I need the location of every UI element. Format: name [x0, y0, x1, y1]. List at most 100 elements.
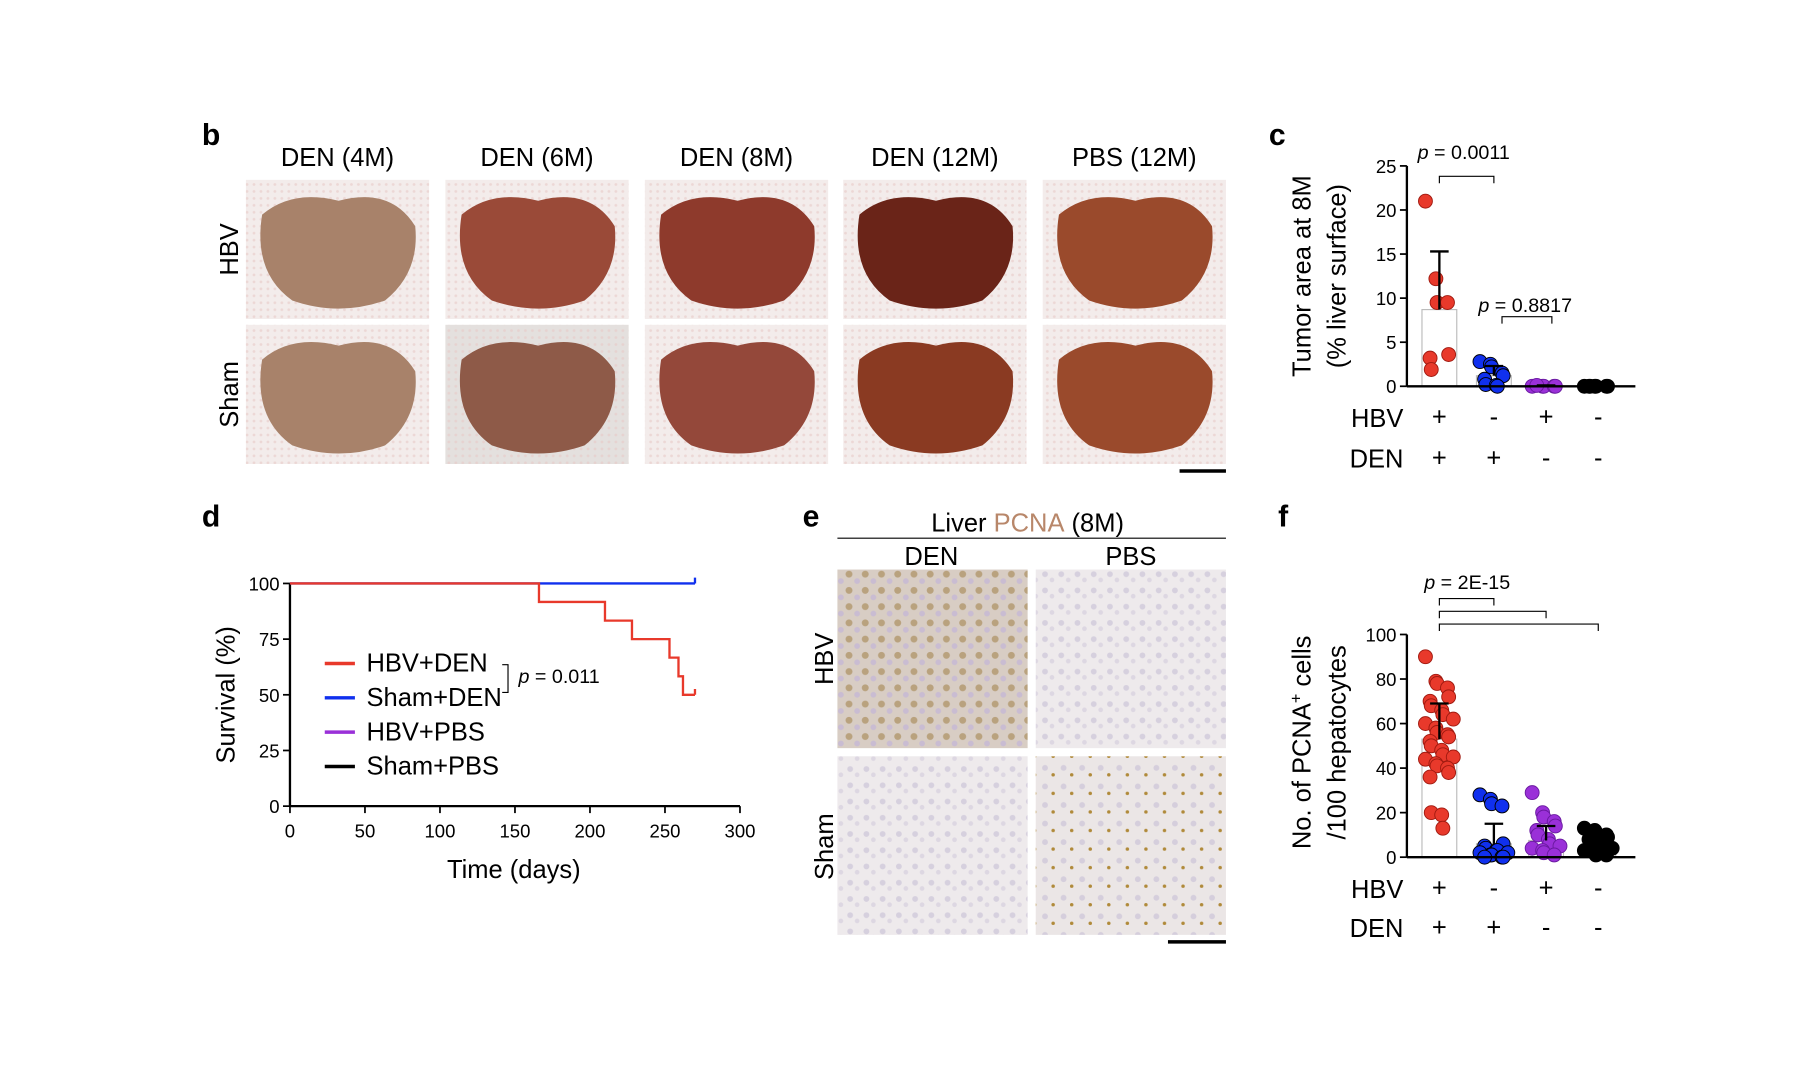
row-label: HBV: [216, 223, 244, 275]
y-tick-label: 100: [1366, 624, 1397, 645]
liver-photo: [1057, 197, 1213, 309]
ihc-image: [837, 756, 1028, 935]
p-text: = 0.0011: [1429, 142, 1510, 164]
y-tick-label: 0: [1386, 847, 1396, 868]
row-label: Sham: [811, 813, 839, 880]
label-part: No. of PCNA: [1289, 703, 1317, 849]
y-tick-label: 60: [1376, 714, 1397, 735]
column-header: DEN: [904, 543, 958, 571]
y-tick-label: 0: [269, 796, 279, 817]
data-point-HBV+DEN: [1441, 765, 1457, 780]
category-sign-DEN: -: [1542, 444, 1551, 472]
column-header: DEN (6M): [480, 144, 593, 172]
data-point-HBV+DEN: [1422, 769, 1438, 785]
column-header: DEN (8M): [680, 144, 793, 172]
x-tick-label: 250: [650, 820, 681, 841]
significance-bracket: [1438, 610, 1547, 619]
category-sign-HBV: -: [1594, 875, 1603, 903]
x-tick-label: 50: [355, 820, 376, 841]
data-point-HBV+PBS: [1524, 785, 1540, 801]
x-tick-label: 100: [424, 820, 455, 841]
data-point-Sham+DEN: [1494, 798, 1510, 814]
category-sign-DEN: +: [1432, 914, 1447, 942]
x-tick-label: 150: [499, 820, 530, 841]
y-tick-label: 80: [1376, 669, 1397, 690]
significance-bracket: [1438, 623, 1599, 632]
category-sign-HBV: +: [1432, 404, 1447, 432]
p-value: p = 0.8817: [1477, 295, 1572, 317]
survival-curve-HBV+DEN: [289, 582, 697, 696]
y-tick-label: 5: [1386, 332, 1396, 353]
chart-f-pcna-cells: 0 20 40 60 80 100 + + - + + - - - HBV DEN p = 2E-15 No. o…: [1287, 572, 1636, 943]
x-tick-label: 200: [574, 820, 605, 841]
liver-photo: [659, 342, 815, 454]
row-label-DEN: DEN: [1350, 915, 1404, 943]
category-sign-DEN: -: [1594, 444, 1603, 472]
column-header: PBS: [1105, 543, 1156, 571]
p-text: = 0.8817: [1489, 295, 1572, 317]
liver-photo: [260, 342, 416, 454]
p-text: = 2E-15: [1435, 572, 1510, 594]
liver-photo: [659, 197, 815, 309]
y-axis-label: Survival (%): [212, 626, 240, 763]
p-label: p: [1477, 295, 1489, 317]
p-text: = 0.011: [529, 666, 599, 688]
significance-bracket: [1501, 316, 1553, 324]
x-axis-label: Time (days): [447, 856, 581, 884]
row-label: Sham: [216, 361, 244, 428]
y-tick-label: 50: [259, 685, 280, 706]
column-header: PBS (12M): [1072, 144, 1197, 172]
legend-label: Sham+PBS: [367, 753, 500, 781]
data-point-HBV+DEN: [1441, 347, 1457, 362]
y-tick-label: 25: [1376, 156, 1397, 177]
data-point-HBV+DEN: [1418, 649, 1433, 665]
data-point-HBV+DEN: [1441, 689, 1457, 705]
legend-label: Sham+DEN: [367, 684, 502, 712]
row-label-DEN: DEN: [1350, 445, 1404, 473]
y-tick-label: 20: [1376, 200, 1397, 221]
category-sign-DEN: +: [1486, 914, 1501, 942]
y-tick-label: 15: [1376, 244, 1397, 265]
category-sign-DEN: +: [1432, 444, 1447, 472]
chart-d-survival: 0 25 50 75 100 0 50 100 150 200 250 300 Time (days) S…: [212, 573, 755, 884]
data-point-HBV+DEN: [1434, 807, 1450, 823]
category-sign-DEN: -: [1542, 914, 1551, 942]
panel-label-f: f: [1278, 501, 1289, 534]
category-sign-DEN: +: [1486, 444, 1501, 472]
title-text: Liver: [931, 509, 993, 537]
y-tick-label: 0: [1386, 376, 1396, 397]
data-point-HBV+DEN: [1428, 271, 1444, 287]
significance-bracket: [1438, 597, 1495, 606]
data-point-Sham+PBS: [1598, 847, 1614, 863]
data-point-HBV+DEN: [1423, 362, 1439, 377]
liver-photo: [857, 197, 1014, 309]
ihc-image: [1035, 756, 1226, 935]
liver-photo: [459, 197, 616, 309]
y-tick-label: 75: [259, 629, 280, 650]
liver-photo: [459, 342, 616, 454]
category-sign-HBV: +: [1432, 875, 1447, 903]
p-value: p = 2E-15: [1423, 572, 1510, 594]
category-sign-DEN: -: [1594, 914, 1603, 942]
x-tick-label: 300: [725, 820, 756, 841]
panel-e-title: Liver PCNA (8M): [931, 509, 1124, 537]
data-point-HBV+DEN: [1435, 820, 1451, 836]
liver-photo: [1057, 342, 1213, 454]
panel-label-d: d: [202, 501, 220, 534]
category-sign-HBV: -: [1594, 404, 1603, 432]
y-tick-label: 25: [259, 740, 280, 761]
row-label: HBV: [811, 633, 839, 685]
y-tick-label: 100: [249, 573, 280, 594]
panel-label-e: e: [803, 501, 820, 534]
panel-label-b: b: [202, 119, 220, 152]
y-axis-label: Tumor area at 8M: [1289, 175, 1317, 377]
ihc-image: [1035, 569, 1226, 749]
panel-label-c: c: [1269, 119, 1286, 152]
data-point-HBV+PBS: [1546, 847, 1562, 863]
p-label: p: [1417, 142, 1429, 164]
data-point-HBV+DEN: [1440, 295, 1455, 310]
row-label-HBV: HBV: [1351, 405, 1403, 433]
data-point-HBV+DEN: [1441, 729, 1457, 745]
